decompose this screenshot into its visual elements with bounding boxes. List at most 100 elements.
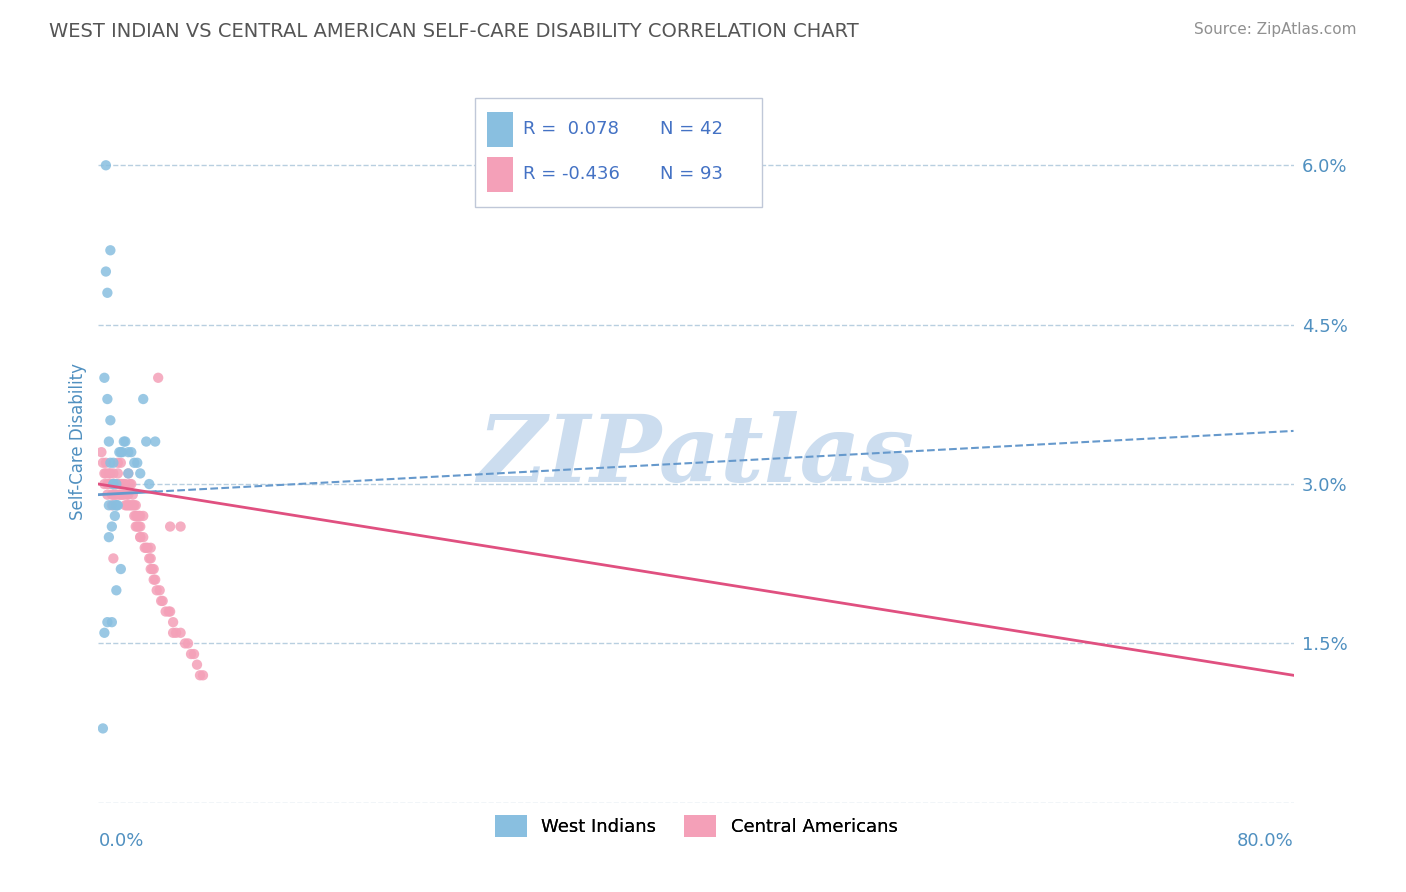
Point: [142, 562, 165, 576]
Point: [138, 551, 160, 566]
Point: [97, 477, 120, 491]
Point: [155, 605, 177, 619]
Point: [186, 657, 208, 672]
Legend: West Indians, Central Americans: West Indians, Central Americans: [488, 808, 904, 845]
Point: [143, 573, 166, 587]
Point: [139, 562, 162, 576]
Point: [117, 467, 139, 481]
Point: [110, 456, 132, 470]
Point: [112, 477, 135, 491]
Point: [107, 456, 129, 470]
Point: [97, 434, 120, 449]
Point: [120, 445, 142, 459]
FancyBboxPatch shape: [486, 112, 513, 147]
Point: [115, 488, 138, 502]
Point: [127, 508, 149, 523]
Point: [138, 477, 160, 491]
Text: N = 42: N = 42: [661, 120, 723, 138]
Point: [105, 477, 128, 491]
Point: [90, 445, 112, 459]
Point: [125, 508, 148, 523]
Point: [96, 615, 118, 630]
FancyBboxPatch shape: [486, 157, 513, 192]
Point: [110, 445, 132, 459]
Point: [139, 551, 162, 566]
Text: R = -0.436: R = -0.436: [523, 165, 620, 183]
Point: [143, 434, 166, 449]
Point: [124, 456, 146, 470]
Point: [129, 530, 152, 544]
Point: [121, 498, 143, 512]
Point: [125, 498, 148, 512]
Point: [125, 519, 148, 533]
Point: [169, 625, 191, 640]
Point: [157, 605, 180, 619]
Point: [96, 477, 118, 491]
Point: [162, 625, 184, 640]
Point: [132, 508, 155, 523]
Text: WEST INDIAN VS CENTRAL AMERICAN SELF-CARE DISABILITY CORRELATION CHART: WEST INDIAN VS CENTRAL AMERICAN SELF-CAR…: [49, 22, 859, 41]
Point: [128, 508, 150, 523]
Point: [141, 562, 163, 576]
Point: [117, 498, 139, 512]
Point: [94, 467, 117, 481]
Point: [117, 488, 139, 502]
Point: [91, 722, 114, 736]
Point: [142, 573, 165, 587]
Point: [101, 498, 124, 512]
Point: [139, 541, 162, 555]
Point: [111, 488, 134, 502]
Point: [117, 445, 139, 459]
Text: 0.0%: 0.0%: [98, 831, 143, 850]
Point: [118, 477, 141, 491]
Point: [112, 434, 135, 449]
Point: [105, 498, 128, 512]
Point: [98, 456, 122, 470]
Point: [159, 605, 181, 619]
Point: [96, 392, 118, 406]
Point: [103, 488, 125, 502]
Point: [124, 498, 146, 512]
Point: [103, 498, 125, 512]
Point: [94, 456, 117, 470]
Text: ZIPatlas: ZIPatlas: [478, 411, 914, 501]
Point: [120, 477, 142, 491]
Point: [124, 508, 146, 523]
Point: [132, 530, 155, 544]
Point: [105, 488, 128, 502]
Point: [103, 477, 125, 491]
Point: [115, 498, 138, 512]
Point: [107, 467, 129, 481]
Point: [103, 477, 125, 491]
Point: [114, 434, 136, 449]
Point: [103, 551, 125, 566]
Point: [188, 668, 211, 682]
Point: [152, 594, 174, 608]
Point: [93, 467, 115, 481]
Point: [101, 519, 124, 533]
Point: [105, 583, 128, 598]
Point: [149, 583, 172, 598]
Point: [117, 467, 139, 481]
Point: [129, 467, 152, 481]
Point: [191, 668, 214, 682]
Point: [180, 647, 202, 661]
Point: [150, 594, 173, 608]
Point: [165, 625, 187, 640]
Point: [103, 456, 125, 470]
Point: [105, 498, 128, 512]
Point: [104, 488, 127, 502]
Point: [96, 488, 118, 502]
Point: [93, 625, 115, 640]
Point: [111, 477, 134, 491]
Point: [105, 477, 128, 491]
Point: [169, 519, 191, 533]
Point: [93, 371, 115, 385]
FancyBboxPatch shape: [475, 98, 762, 207]
Point: [104, 508, 127, 523]
Point: [97, 467, 120, 481]
Point: [107, 498, 129, 512]
Point: [121, 488, 143, 502]
Point: [135, 541, 157, 555]
Point: [101, 615, 124, 630]
